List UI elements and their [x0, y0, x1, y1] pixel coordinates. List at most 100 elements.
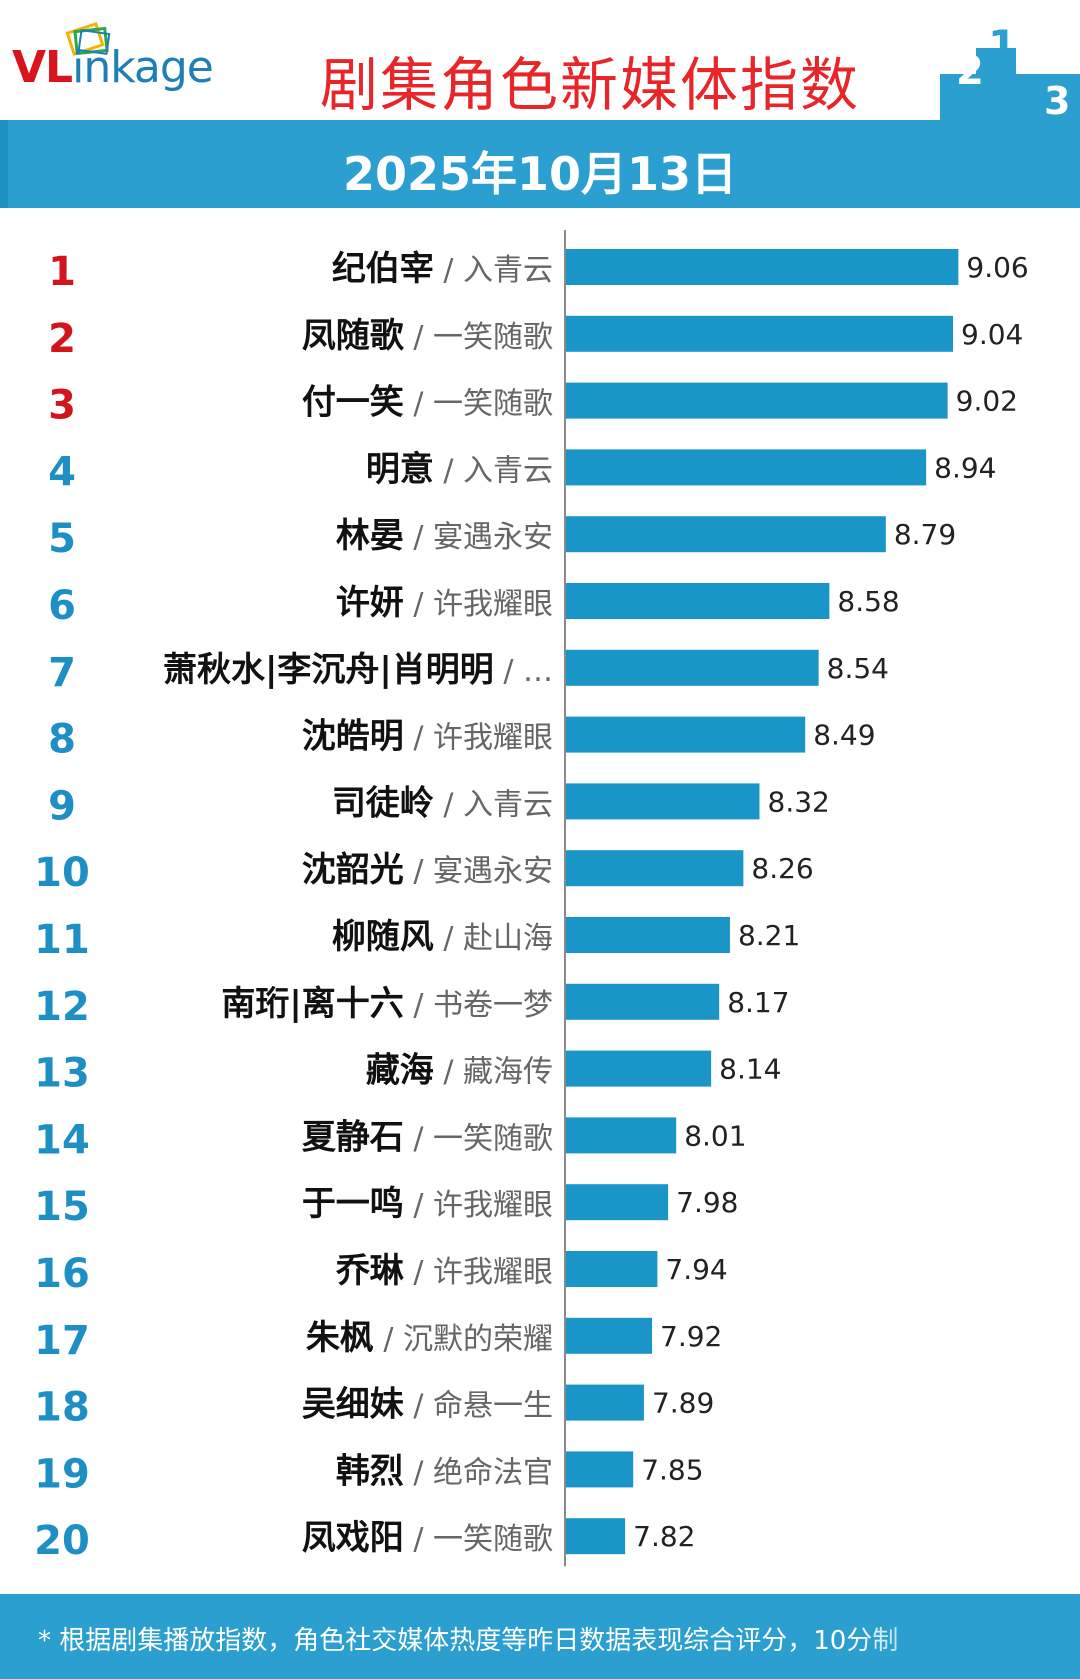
show-name: 入青云 — [463, 453, 553, 488]
row-label: 柳随风 / 赴山海 — [332, 917, 553, 957]
row-label: 南珩|离十六 / 书卷一梦 — [221, 984, 553, 1024]
logo-cards-icon — [65, 22, 111, 56]
bar — [566, 1184, 669, 1221]
rank-number: 1 — [48, 249, 76, 295]
label-separator: / — [434, 921, 463, 956]
rank-number: 8 — [48, 717, 76, 763]
role-name: 凤戏阳 — [302, 1518, 404, 1558]
value-label: 7.92 — [660, 1320, 722, 1353]
value-label: 8.49 — [813, 719, 875, 752]
bar — [566, 917, 730, 953]
label-separator: / — [404, 1255, 433, 1290]
show-name: 一笑随歌 — [433, 387, 553, 422]
row-label: 沈皓明 / 许我耀眼 — [302, 717, 553, 757]
role-name: 明意 — [366, 449, 434, 489]
row-label: 凤随歌 / 一笑随歌 — [302, 316, 553, 356]
show-name: 藏海传 — [463, 1055, 553, 1090]
row-label: 韩烈 / 绝命法官 — [336, 1451, 553, 1491]
show-name: 一笑随歌 — [433, 1522, 553, 1557]
footer: * 根据剧集播放指数，角色社交媒体热度等昨日数据表现综合评分，10分制 — [0, 1594, 1080, 1679]
rank-number: 15 — [34, 1184, 90, 1230]
show-name: 书卷一梦 — [433, 988, 553, 1023]
rank-number: 5 — [48, 516, 76, 562]
value-label: 9.04 — [961, 318, 1023, 351]
row-label: 林晏 / 宴遇永安 — [336, 516, 553, 556]
footer-note: * 根据剧集播放指数，角色社交媒体热度等昨日数据表现综合评分，10分制 — [38, 1626, 899, 1656]
rank-number: 12 — [34, 984, 90, 1030]
role-name: 乔琳 — [336, 1251, 405, 1291]
bar — [566, 1518, 626, 1555]
show-name: 许我耀眼 — [433, 1188, 553, 1223]
show-name: 许我耀眼 — [433, 1255, 553, 1290]
bar — [566, 716, 806, 753]
value-label: 7.85 — [641, 1453, 703, 1486]
show-name: 命悬一生 — [433, 1389, 553, 1424]
value-label: 8.01 — [684, 1119, 746, 1152]
rank-number: 10 — [34, 850, 90, 896]
logo-text-vl: VL — [12, 42, 73, 93]
bar — [566, 850, 744, 887]
bar — [566, 1117, 677, 1154]
label-separator: / — [434, 1055, 463, 1090]
value-label: 8.32 — [768, 785, 830, 818]
show-name: 赴山海 — [463, 921, 553, 956]
label-separator: / — [404, 587, 433, 622]
svg-text:1: 1 — [988, 21, 1017, 70]
value-label: 8.17 — [727, 986, 789, 1019]
role-name: 许妍 — [336, 583, 404, 623]
label-separator: / — [434, 253, 463, 288]
show-name: 宴遇永安 — [433, 854, 553, 889]
rank-number: 4 — [48, 449, 76, 495]
row-label: 许妍 / 许我耀眼 — [336, 583, 553, 623]
value-label: 8.94 — [934, 451, 996, 484]
value-label: 7.94 — [665, 1253, 727, 1286]
value-label: 8.79 — [894, 518, 956, 551]
role-name: 柳随风 — [332, 917, 434, 957]
ranking-bar-chart: 1 纪伯宰 / 入青云 9.06 2 凤随歌 / 一笑随歌 9.04 3 付一笑 / 一笑随歌… — [34, 230, 1029, 1567]
role-name: 吴细妹 — [302, 1385, 404, 1425]
bar — [566, 516, 886, 553]
bar — [566, 249, 959, 285]
rank-number: 3 — [48, 383, 76, 429]
value-label: 9.06 — [966, 251, 1028, 284]
role-name: 藏海 — [366, 1051, 434, 1091]
row-label: 司徒岭 / 入青云 — [332, 783, 553, 823]
bar — [566, 382, 948, 419]
bar — [566, 1451, 634, 1488]
date-bar: 2025年10月13日 — [0, 120, 1080, 208]
show-name: 许我耀眼 — [433, 587, 553, 622]
value-label: 7.98 — [676, 1186, 738, 1219]
label-separator: / — [434, 453, 463, 488]
logo-text-rest: inkage — [72, 42, 214, 93]
page-title: 剧集角色新媒体指数 — [320, 51, 861, 119]
rank-number: 11 — [34, 917, 90, 963]
date-bar-fill — [8, 120, 1080, 208]
show-name: 一笑随歌 — [433, 320, 553, 355]
rank-number: 18 — [34, 1385, 90, 1431]
value-label: 7.82 — [633, 1520, 695, 1553]
bar — [566, 1384, 644, 1421]
role-name: 沈韶光 — [302, 850, 404, 890]
label-separator: / — [404, 1389, 433, 1424]
value-label: 8.21 — [738, 919, 800, 952]
label-separator: / — [404, 520, 433, 555]
bar — [566, 783, 760, 820]
row-label: 乔琳 / 许我耀眼 — [336, 1251, 553, 1291]
rank-number: 7 — [48, 650, 76, 696]
show-name: 一笑随歌 — [433, 1121, 553, 1156]
label-separator: / — [404, 721, 433, 756]
bar — [566, 315, 953, 352]
role-name: 纪伯宰 — [332, 249, 434, 289]
bar — [566, 983, 720, 1020]
rank-number: 2 — [48, 316, 76, 362]
label-separator: / — [404, 1188, 433, 1223]
label-separator: / — [434, 787, 463, 822]
show-name: 沉默的荣耀 — [403, 1322, 553, 1357]
bar — [566, 1050, 712, 1087]
show-name: 绝命法官 — [433, 1455, 553, 1490]
rank-number: 14 — [34, 1117, 90, 1163]
row-label: 藏海 / 藏海传 — [366, 1051, 553, 1091]
row-label: 吴细妹 / 命悬一生 — [302, 1385, 553, 1425]
role-name: 林晏 — [336, 516, 404, 556]
row-label: 沈韶光 / 宴遇永安 — [302, 850, 553, 890]
